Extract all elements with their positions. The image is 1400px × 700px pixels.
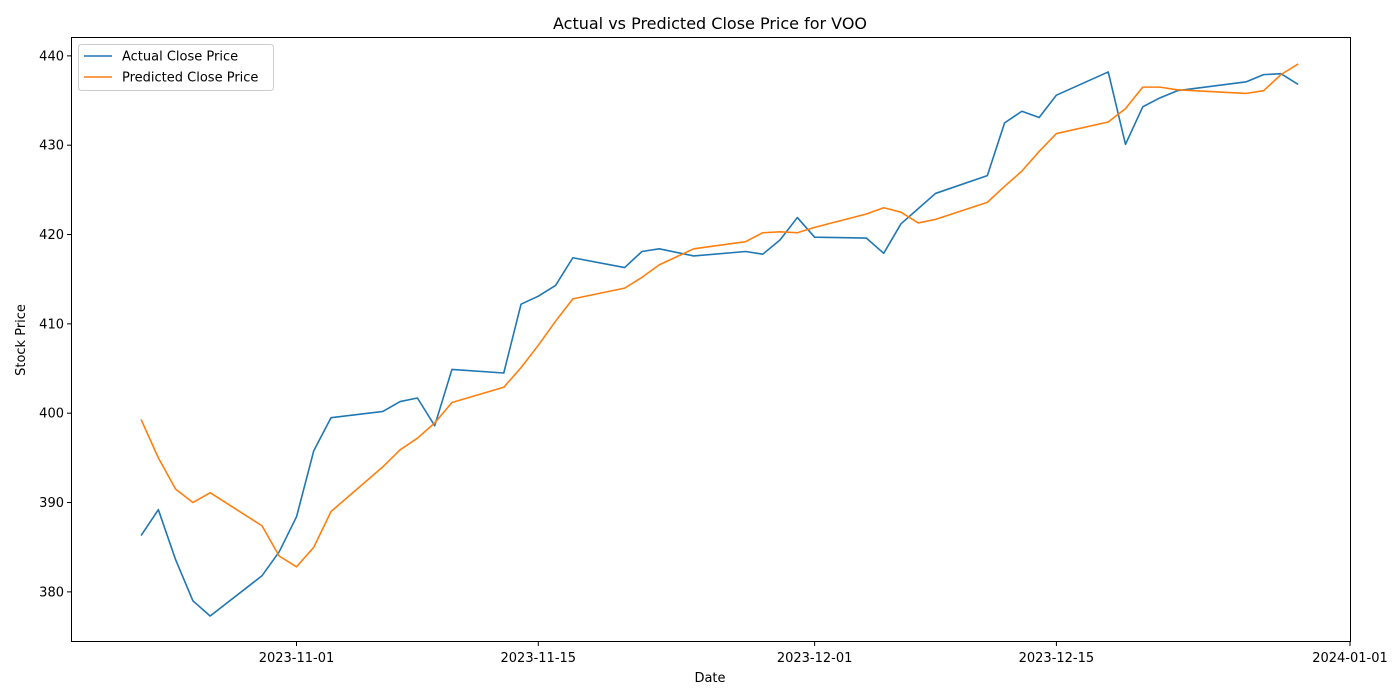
x-tick-label: 2023-12-15 bbox=[1019, 651, 1095, 666]
legend-box bbox=[78, 44, 274, 91]
y-tick-label: 420 bbox=[39, 228, 64, 243]
y-tick-label: 430 bbox=[39, 139, 64, 154]
x-tick-label: 2023-11-15 bbox=[501, 651, 577, 666]
chart-title: Actual vs Predicted Close Price for VOO bbox=[553, 14, 867, 33]
y-tick-label: 410 bbox=[39, 317, 64, 332]
series-line-predicted bbox=[140, 63, 1299, 568]
y-axis-label: Stock Price bbox=[14, 304, 29, 376]
x-tick-label: 2023-12-01 bbox=[777, 651, 853, 666]
x-axis-label: Date bbox=[694, 671, 725, 686]
x-axis-ticks: 2023-11-01 2023-11-15 2023-12-01 2023-12-15… bbox=[259, 641, 1388, 666]
legend-entry: Predicted Close Price bbox=[122, 71, 258, 86]
plot-frame bbox=[71, 37, 1351, 642]
x-tick-label: 2024-01-01 bbox=[1312, 651, 1388, 666]
plot-area bbox=[140, 63, 1299, 617]
legend: Actual Close Price Predicted Close Price bbox=[78, 44, 274, 91]
y-tick-label: 380 bbox=[39, 585, 64, 600]
y-tick-label: 440 bbox=[39, 49, 64, 64]
series-line-actual bbox=[140, 71, 1299, 617]
legend-entry: Actual Close Price bbox=[122, 50, 238, 65]
y-axis-ticks: 380 390 400 410 420 430 440 bbox=[39, 49, 72, 600]
y-tick-label: 400 bbox=[39, 407, 64, 422]
y-tick-label: 390 bbox=[39, 496, 64, 511]
x-tick-label: 2023-11-01 bbox=[259, 651, 335, 666]
